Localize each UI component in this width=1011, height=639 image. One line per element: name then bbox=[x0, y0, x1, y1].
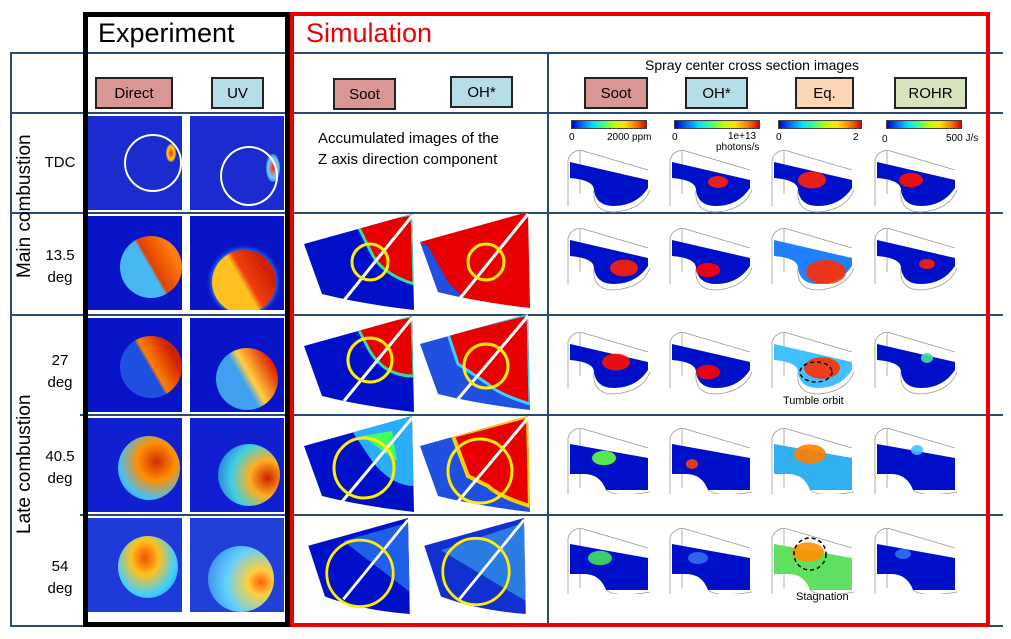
spray-section-title: Spray center cross section images bbox=[645, 57, 859, 73]
spray-eq-13-5-image bbox=[771, 228, 855, 291]
experiment-uv-13-5-image bbox=[190, 216, 284, 310]
colorbar-soot bbox=[571, 120, 647, 129]
colorbar-rohr-max: 500 J/s bbox=[946, 133, 979, 144]
experiment-uv-27-image bbox=[190, 318, 284, 412]
column-label-spray-eq: Eq. bbox=[795, 77, 854, 109]
spray-rohr-27-image bbox=[874, 332, 958, 395]
spray-rohr-40-5-image bbox=[874, 428, 958, 494]
column-label-z-oh: OH* bbox=[450, 76, 513, 108]
z-soot-40-5-image bbox=[304, 416, 414, 512]
experiment-box bbox=[83, 12, 290, 627]
grid-line-left bbox=[10, 52, 12, 627]
column-label-spray-oh: OH* bbox=[685, 77, 748, 109]
colorbar-eq-max: 2 bbox=[853, 132, 859, 143]
grid-line-spray-divider bbox=[547, 52, 549, 627]
z-oh-13-5-image bbox=[420, 212, 530, 308]
simulation-title: Simulation bbox=[306, 18, 433, 48]
colorbar-soot-min: 0 bbox=[569, 132, 575, 143]
grid-line-row2 bbox=[10, 314, 1003, 316]
experiment-uv-tdc-image bbox=[190, 116, 284, 210]
column-label-spray-soot: Soot bbox=[584, 77, 648, 109]
z-soot-54-image bbox=[308, 518, 410, 614]
colorbar-rohr bbox=[886, 120, 962, 129]
experiment-title: Experiment bbox=[98, 18, 235, 48]
grid-line-row3 bbox=[80, 414, 1003, 416]
grid-line-row1 bbox=[10, 212, 1003, 214]
grid-line-top bbox=[10, 52, 1003, 54]
row-label-54-deg: 54 deg bbox=[47, 558, 73, 597]
experiment-direct-54-image bbox=[88, 518, 182, 612]
experiment-direct-40-5-image bbox=[88, 418, 182, 512]
spray-soot-tdc-image bbox=[567, 150, 651, 213]
spray-eq-27-image bbox=[771, 332, 855, 395]
spray-oh-40-5-image bbox=[669, 428, 753, 494]
spray-oh-27-image bbox=[669, 332, 753, 395]
z-oh-54-image bbox=[424, 518, 526, 614]
experiment-uv-54-image bbox=[190, 518, 284, 612]
spray-rohr-tdc-image bbox=[874, 150, 958, 213]
colorbar-oh-min: 0 bbox=[672, 132, 678, 143]
spray-rohr-54-image bbox=[874, 528, 958, 594]
row-label-27-deg: 27 deg bbox=[47, 352, 73, 391]
row-label-13-5-deg: 13.5 deg bbox=[45, 247, 75, 286]
tumble-orbit-path bbox=[799, 361, 833, 383]
z-axis-note: Accumulated images of the Z axis directi… bbox=[318, 130, 499, 168]
row-label-tdc: TDC bbox=[44, 154, 76, 171]
colorbar-soot-max: 2000 ppm bbox=[607, 132, 652, 143]
colorbar-eq-min: 0 bbox=[776, 132, 782, 143]
row-label-40-5-deg: 40.5 deg bbox=[45, 448, 75, 487]
colorbar-oh-unit: photons/s bbox=[716, 142, 760, 153]
z-oh-27-image bbox=[420, 314, 530, 410]
grid-line-row4 bbox=[80, 514, 1003, 516]
colorbar-rohr-min: 0 bbox=[882, 134, 888, 145]
experiment-direct-tdc-image bbox=[88, 116, 182, 210]
spray-eq-tdc-image bbox=[771, 150, 855, 213]
spray-rohr-13-5-image bbox=[874, 228, 958, 291]
column-label-z-soot: Soot bbox=[333, 78, 396, 110]
stagnation-label: Stagnation bbox=[796, 591, 849, 603]
colorbar-oh bbox=[674, 120, 760, 129]
z-soot-13-5-image bbox=[304, 214, 414, 310]
spray-oh-13-5-image bbox=[669, 228, 753, 291]
z-soot-27-image bbox=[304, 316, 414, 412]
experiment-direct-13-5-image bbox=[88, 216, 182, 310]
colorbar-oh-max: 1e+13 bbox=[728, 131, 757, 142]
spray-eq-40-5-image bbox=[771, 428, 855, 494]
simulation-box bbox=[290, 12, 990, 627]
spray-oh-tdc-image bbox=[669, 150, 753, 213]
column-label-uv: UV bbox=[211, 77, 264, 109]
spray-soot-27-image bbox=[567, 332, 651, 395]
spray-soot-54-image bbox=[567, 528, 651, 594]
spray-soot-40-5-image bbox=[567, 428, 651, 494]
colorbar-eq bbox=[778, 120, 862, 129]
experiment-uv-40-5-image bbox=[190, 418, 284, 512]
grid-line-header-bottom bbox=[10, 112, 1003, 114]
stagnation-circle bbox=[793, 537, 827, 571]
spray-oh-54-image bbox=[669, 528, 753, 594]
tumble-orbit-label: Tumble orbit bbox=[783, 395, 844, 407]
spray-eq-54-image bbox=[771, 528, 855, 594]
experiment-direct-27-image bbox=[88, 318, 182, 412]
column-label-direct: Direct bbox=[95, 77, 173, 109]
z-oh-40-5-image bbox=[420, 416, 530, 512]
column-label-spray-rohr: ROHR bbox=[894, 77, 967, 109]
spray-soot-13-5-image bbox=[567, 228, 651, 291]
